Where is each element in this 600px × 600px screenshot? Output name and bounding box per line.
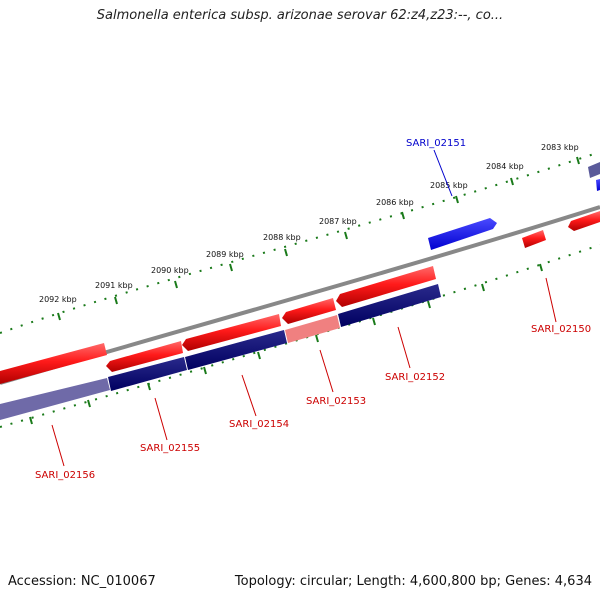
kbp-label-2086: 2086 kbp	[376, 198, 414, 207]
label-leaders	[51, 149, 557, 467]
gene-arrow-reverse[interactable]	[0, 378, 110, 420]
topology-text: Topology: circular; Length: 4,600,800 bp…	[234, 574, 592, 589]
gene-arrow-forward[interactable]	[336, 266, 436, 307]
kbp-label-2089: 2089 kbp	[206, 250, 244, 259]
kbp-label-2088: 2088 kbp	[263, 233, 301, 242]
outer-major-ticks	[57, 156, 580, 321]
gene-arrow-forward[interactable]	[282, 298, 336, 324]
gene-label-sari-02150[interactable]: SARI_02150	[531, 324, 591, 335]
gene-arrow-forward[interactable]	[0, 343, 107, 384]
gene-arrow-reverse[interactable]	[285, 315, 340, 343]
gene-label-sari-02151[interactable]: SARI_02151	[406, 138, 466, 149]
gene-arrow-reverse[interactable]	[588, 162, 600, 178]
gene-label-sari-02153[interactable]: SARI_02153	[306, 396, 366, 407]
inner-major-ticks	[29, 263, 543, 425]
accession-text: Accession: NC_010067	[8, 574, 156, 589]
kbp-label-2091: 2091 kbp	[95, 281, 133, 290]
gene-arrow-highlight[interactable]	[428, 218, 497, 250]
kbp-label-2085: 2085 kbp	[430, 181, 468, 190]
kbp-label-2092: 2092 kbp	[39, 295, 77, 304]
gene-arrow-forward[interactable]	[568, 211, 600, 231]
forward-strand-genes	[0, 211, 600, 384]
gene-arrow-forward[interactable]	[106, 341, 183, 372]
gene-arrow-reverse[interactable]	[338, 284, 441, 327]
gene-arrow-forward[interactable]	[522, 230, 546, 248]
reverse-strand-genes	[0, 162, 600, 420]
kbp-label-2083: 2083 kbp	[541, 143, 579, 152]
kbp-label-2087: 2087 kbp	[319, 217, 357, 226]
outer-tick-track	[0, 151, 600, 334]
gene-arrow-forward[interactable]	[182, 314, 281, 351]
gene-label-sari-02152[interactable]: SARI_02152	[385, 372, 445, 383]
gene-label-sari-02156[interactable]: SARI_02156	[35, 470, 95, 481]
kbp-label-2090: 2090 kbp	[151, 266, 189, 275]
gene-label-sari-02154[interactable]: SARI_02154	[229, 419, 289, 430]
gene-arrow-reverse[interactable]	[185, 330, 287, 370]
gene-arrow-reverse[interactable]	[108, 357, 187, 391]
kbp-label-2084: 2084 kbp	[486, 162, 524, 171]
map-title: Salmonella enterica subsp. arizonae sero…	[96, 8, 504, 23]
gene-arrow-reverse[interactable]	[596, 179, 600, 191]
gene-label-sari-02155[interactable]: SARI_02155	[140, 443, 200, 454]
